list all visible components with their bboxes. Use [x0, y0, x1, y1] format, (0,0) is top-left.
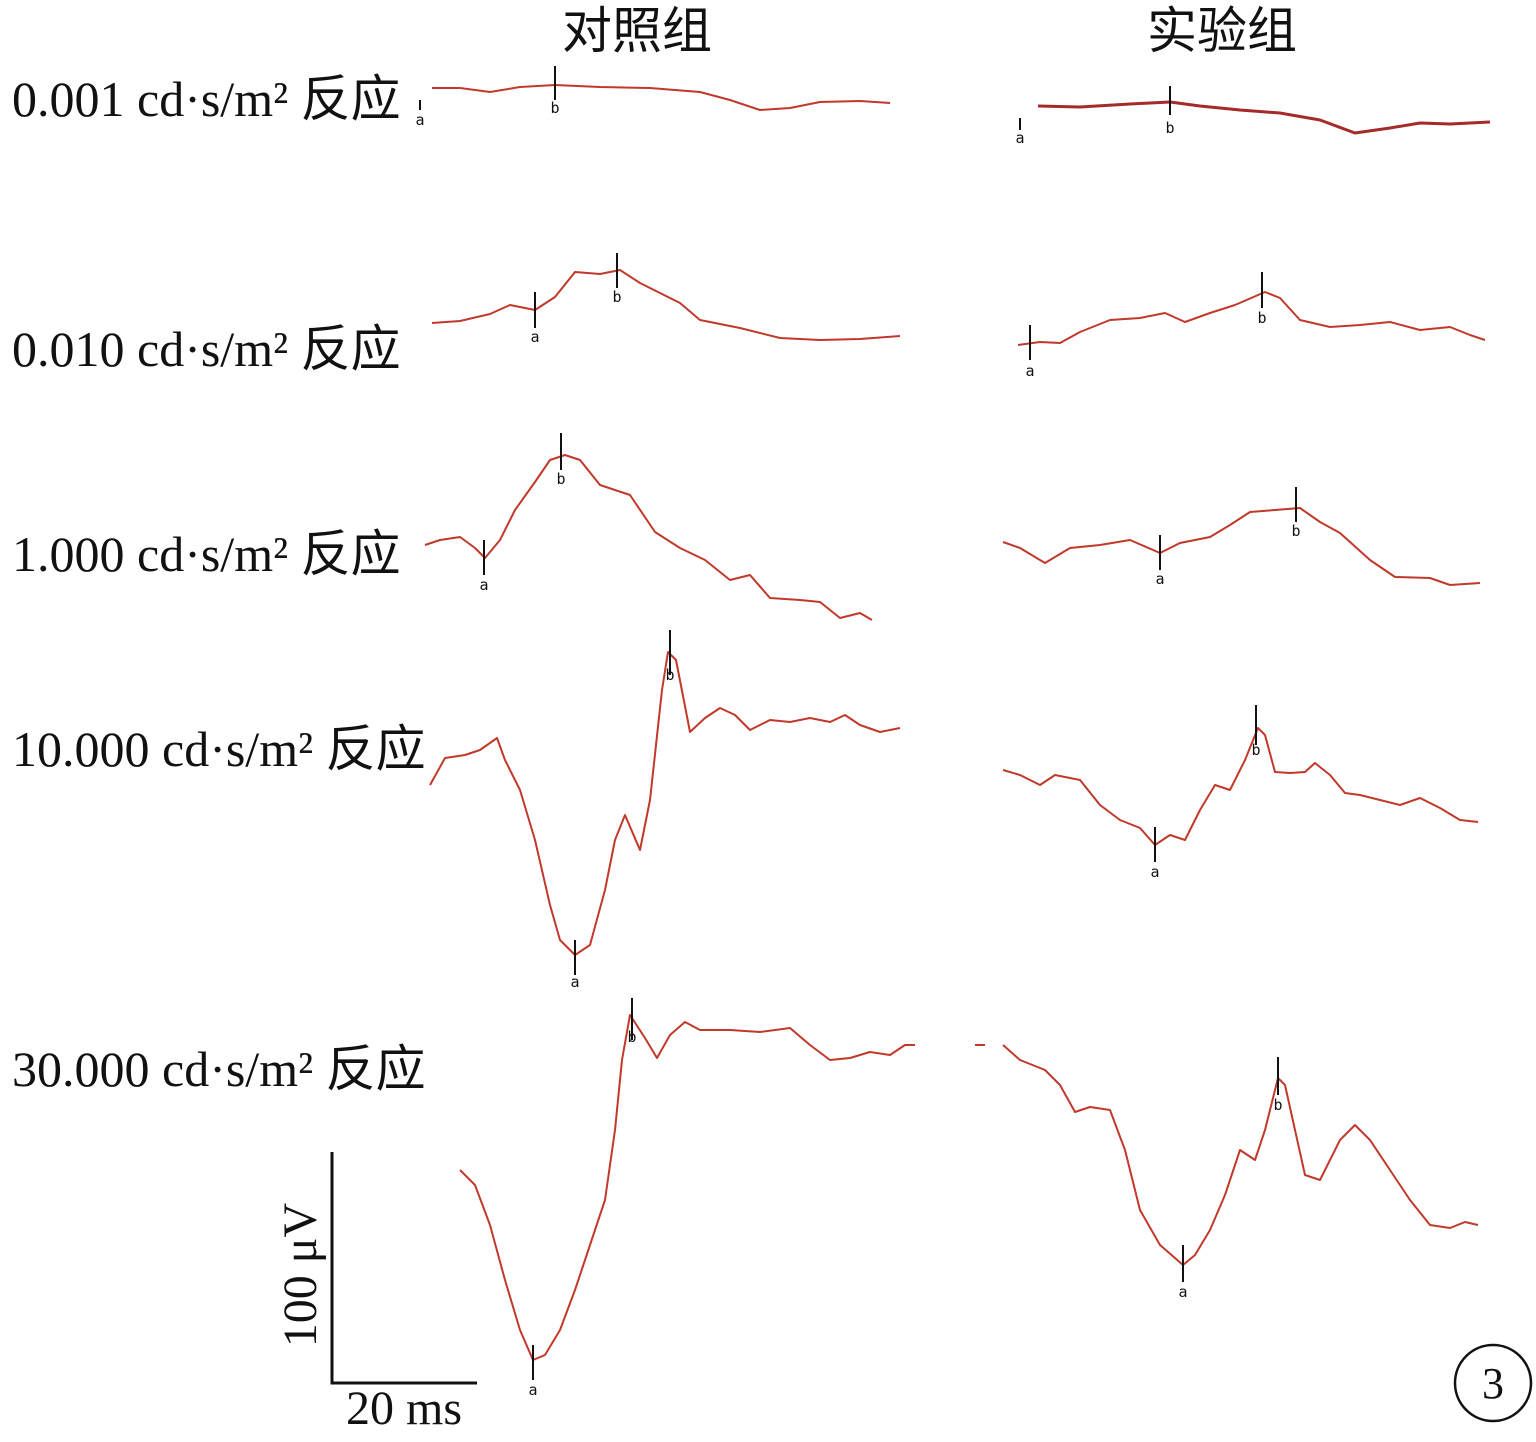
marker-label: b: [556, 470, 565, 488]
trace: [432, 84, 891, 111]
marker-label: a: [1025, 362, 1034, 380]
marker-label: a: [415, 111, 424, 129]
marker-label: b: [1251, 741, 1260, 759]
column-title: 对照组: [562, 3, 712, 59]
marker-label: b: [1273, 1096, 1282, 1114]
marker-label: b: [627, 1028, 636, 1046]
row-label: 10.000 cd·s/m² 反应: [12, 721, 426, 777]
trace: [1002, 507, 1481, 586]
marker-label: a: [1178, 1283, 1187, 1301]
row-label: 0.010 cd·s/m² 反应: [12, 321, 401, 377]
scale-bar: 100 μV 20 ms: [274, 1152, 477, 1435]
marker-label: b: [665, 666, 674, 684]
marker-label: a: [1015, 129, 1024, 147]
marker-label: a: [530, 328, 539, 346]
amplitude-label: 100 μV: [274, 1202, 327, 1347]
traces: [424, 84, 1491, 1361]
marker-label: b: [612, 288, 621, 306]
trace: [424, 454, 873, 621]
marker-label: a: [479, 576, 488, 594]
column-title: 实验组: [1147, 3, 1297, 59]
time-label: 20 ms: [346, 1382, 462, 1435]
trace: [1002, 727, 1479, 846]
figure-number: 3: [1482, 1359, 1504, 1408]
marker-label: b: [550, 99, 559, 117]
figure-number-circle: [1453, 1343, 1533, 1423]
trace: [459, 1014, 915, 1361]
marker-label: b: [1165, 119, 1174, 137]
marker-label: a: [1155, 570, 1164, 588]
trace: [431, 269, 901, 341]
marker-label: b: [1257, 309, 1266, 327]
trace: [1017, 291, 1486, 346]
marker-label: b: [1291, 522, 1300, 540]
row-label: 30.000 cd·s/m² 反应: [12, 1041, 426, 1097]
marker-label: a: [1150, 863, 1159, 881]
marker-label: a: [528, 1381, 537, 1399]
trace: [1037, 100, 1491, 135]
scale-bar-lines: [330, 1152, 477, 1385]
trace: [1002, 1044, 1479, 1266]
marker-label: a: [570, 973, 579, 991]
row-label: 0.001 cd·s/m² 反应: [12, 71, 401, 127]
trace: [429, 651, 901, 956]
row-label: 1.000 cd·s/m² 反应: [12, 526, 401, 582]
